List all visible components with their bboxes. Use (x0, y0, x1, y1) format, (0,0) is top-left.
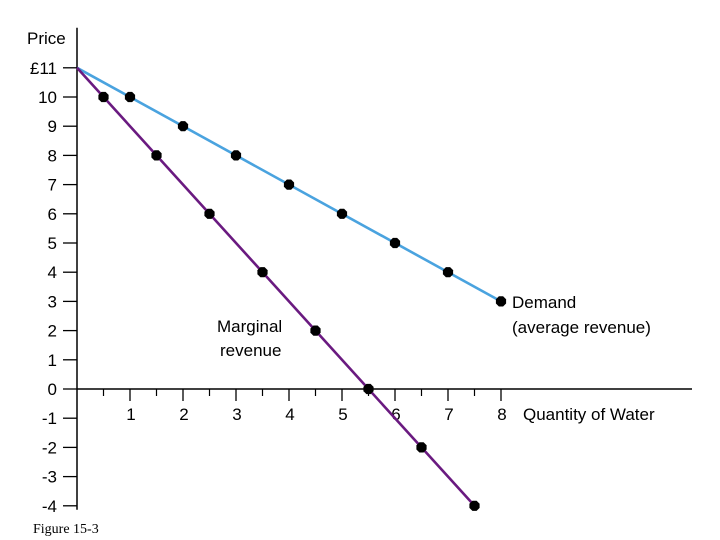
x-tick-label: 3 (232, 405, 241, 424)
x-axis-label: Quantity of Water (523, 405, 655, 424)
y-tick-label: -4 (42, 497, 57, 516)
y-tick-label: 7 (48, 176, 57, 195)
y-tick-label: 5 (48, 234, 57, 253)
y-tick-label: 2 (48, 322, 57, 341)
demand-label: Demand (average revenue) (512, 293, 651, 337)
y-tick-label: -3 (42, 468, 57, 487)
series-points (98, 91, 507, 511)
marginal-revenue-point (98, 91, 109, 103)
y-tick-label: 0 (48, 380, 57, 399)
marginal-revenue-point (204, 208, 215, 219)
marginal-revenue-point (257, 267, 268, 278)
y-tick-label: 4 (48, 263, 57, 282)
demand-label-line-2: (average revenue) (512, 318, 651, 337)
y-tick-label: -2 (42, 438, 57, 457)
y-tick-label: -1 (42, 409, 57, 428)
y-tick-label: 3 (48, 292, 57, 311)
y-tick-label: 6 (48, 205, 57, 224)
y-tick-label: 8 (48, 146, 57, 165)
y-tick-label: 9 (48, 117, 57, 136)
marginal-revenue-point (363, 383, 374, 395)
demand-point (177, 121, 189, 132)
marginal-revenue-label-line-2: revenue (220, 341, 281, 360)
figure-caption: Figure 15-3 (33, 522, 99, 537)
y-axis-label: Price (27, 29, 66, 48)
demand-point (336, 208, 348, 219)
x-tick-label: 6 (391, 405, 400, 424)
marginal-revenue-label: Marginal revenue (217, 317, 282, 360)
x-tick-label: 8 (497, 405, 506, 424)
marginal-revenue-line (76, 66, 476, 507)
y-tick-label: £11 (30, 59, 57, 78)
demand-point (389, 237, 401, 249)
marginal-revenue-point (310, 325, 321, 336)
demand-point (283, 179, 295, 190)
demand-point (495, 296, 507, 307)
marginal-revenue-label-line-1: Marginal (217, 317, 282, 336)
demand-point (230, 150, 242, 161)
x-tick-label: 4 (285, 405, 294, 424)
marginal-revenue-point (151, 150, 162, 161)
series-lines (76, 66, 502, 507)
ticks-group: -4 -3 -2 -1 0 1 2 3 4 5 6 7 8 9 10 £11 1 2 3 4 5 6 7 8 (30, 59, 507, 516)
axes-group (76, 27, 692, 510)
marginal-revenue-point (469, 500, 480, 511)
y-tick-label: 10 (38, 88, 57, 107)
y-tick-label: 1 (48, 351, 57, 370)
demand-point (442, 267, 454, 278)
marginal-revenue-point (416, 442, 427, 453)
x-tick-label: 5 (338, 405, 347, 424)
x-tick-label: 1 (126, 405, 135, 424)
x-tick-label: 7 (444, 405, 453, 424)
x-tick-label: 2 (179, 405, 188, 424)
demand-label-line-1: Demand (512, 293, 576, 312)
demand-point (124, 91, 136, 103)
